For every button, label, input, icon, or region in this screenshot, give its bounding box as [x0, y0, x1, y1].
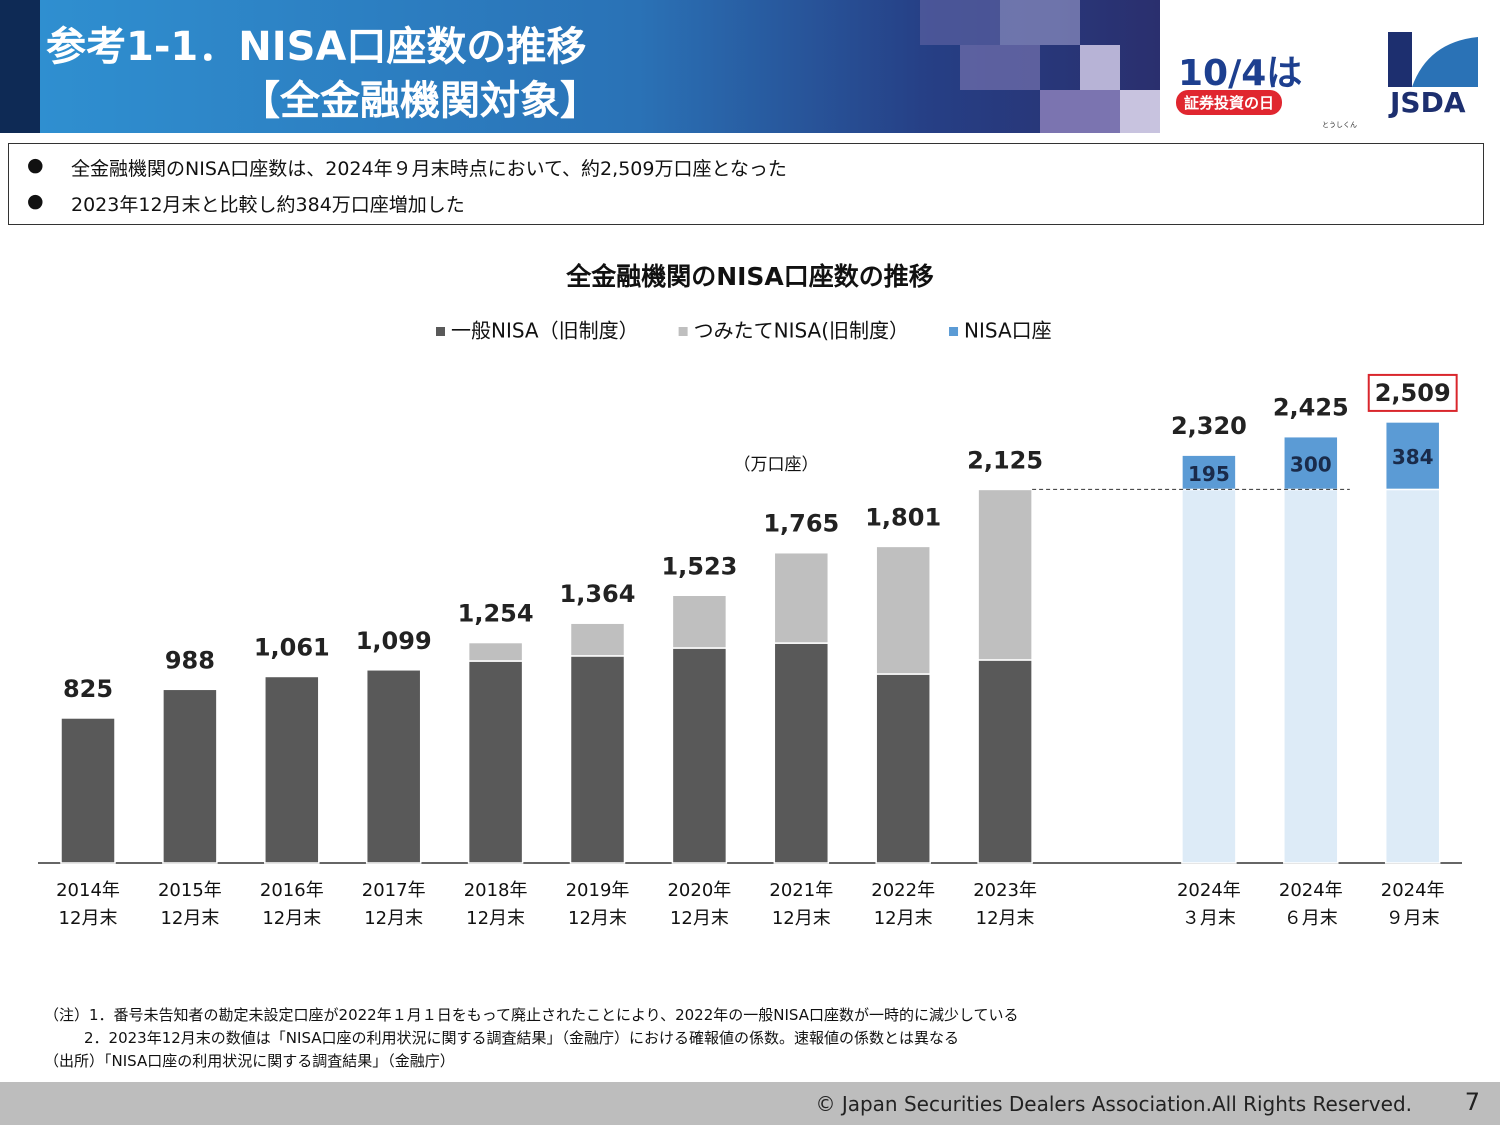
summary-box: 全金融機関のNISA口座数は、2024年９月末時点において、約2,509万口座と…: [8, 143, 1484, 225]
bar-segment: [1283, 488, 1339, 864]
copyright: © Japan Securities Dealers Association.A…: [815, 1092, 1412, 1116]
bar-segment: [875, 545, 931, 675]
jsda-logo: JSDA: [1390, 86, 1466, 119]
total-label: 825: [63, 675, 113, 703]
x-tick-label: 12月末: [670, 908, 729, 929]
total-label: 988: [165, 646, 215, 674]
total-label: 1,765: [763, 510, 839, 538]
bar-segment: [162, 688, 218, 864]
total-label: 1,364: [560, 580, 636, 608]
logo-date: 10/4は: [1178, 53, 1303, 94]
total-label: 1,801: [865, 503, 941, 531]
bar-segment: [1181, 488, 1237, 864]
legend-swatch: [949, 327, 959, 336]
bullet-text: 全金融機関のNISA口座数は、2024年９月末時点において、約2,509万口座と…: [71, 158, 787, 180]
segment-label: 300: [1290, 453, 1332, 477]
x-tick-label: ９月末: [1386, 908, 1440, 929]
bullet-text: 2023年12月末と比較し約384万口座増加した: [71, 194, 465, 216]
x-tick-label: 12月末: [262, 908, 321, 929]
title-line: 【全金融機関対象】: [240, 78, 600, 124]
x-tick-label: 2019年: [566, 880, 630, 901]
legend-swatch: [436, 327, 445, 336]
chart: 全金融機関のNISA口座数の推移 （万口座） 一般NISA（旧制度） つみたてNI…: [38, 262, 1462, 929]
legend-label: NISA口座: [964, 319, 1052, 343]
title-line: 参考1-1．NISA口座数の推移: [46, 24, 587, 70]
jsda-mark: [1388, 32, 1478, 87]
total-label: 2,509: [1375, 379, 1451, 407]
x-tick-label: 12月末: [976, 908, 1035, 929]
bullet: 全金融機関のNISA口座数は、2024年９月末時点において、約2,509万口座と…: [27, 154, 787, 181]
total-label: 2,125: [967, 446, 1043, 474]
note: （出所）「NISA口座の利用状況に関する調査結果」（金融庁）: [44, 1052, 455, 1070]
bar-segment: [467, 660, 524, 864]
x-tick-label: 2024年: [1177, 880, 1241, 901]
segment-label: 384: [1392, 445, 1434, 469]
x-tick-label: 12月末: [160, 908, 219, 929]
unit-label: （万口座）: [734, 455, 819, 475]
total-label: 2,425: [1273, 394, 1349, 422]
x-tick-label: 12月末: [874, 908, 933, 929]
x-tick-label: 2024年: [1279, 880, 1343, 901]
bar-segment: [264, 675, 320, 864]
legend-swatch: [678, 327, 688, 336]
total-label: 1,061: [254, 633, 330, 661]
x-tick-label: 2015年: [158, 880, 222, 901]
x-tick-label: 2024年: [1381, 880, 1445, 901]
x-tick-label: 2014年: [56, 880, 120, 901]
x-tick-label: 12月末: [466, 908, 525, 929]
bullet: 2023年12月末と比較し約384万口座増加した: [27, 190, 465, 217]
legend-label: つみたてNISA(旧制度）: [694, 319, 909, 343]
x-tick-label: 2021年: [769, 880, 833, 901]
x-tick-label: 2020年: [667, 880, 731, 901]
bar-segment: [1283, 435, 1339, 491]
x-tick-label: 12月末: [772, 908, 831, 929]
bar-segment: [569, 655, 626, 864]
total-label: 1,254: [458, 600, 534, 628]
page-number: 7: [1464, 1088, 1480, 1116]
bar-segment: [977, 488, 1033, 661]
bar-segment: [467, 641, 524, 662]
bar-segment: [1384, 421, 1441, 491]
x-tick-label: 2023年: [973, 880, 1037, 901]
x-tick-label: 2016年: [260, 880, 324, 901]
x-tick-label: 2022年: [871, 880, 935, 901]
header-band: [0, 0, 1160, 133]
chart-title: 全金融機関のNISA口座数の推移: [565, 262, 934, 291]
note: 2．2023年12月末の数値は「NISA口座の利用状況に関する調査結果」（金融庁…: [84, 1029, 960, 1047]
x-tick-label: 12月末: [59, 908, 118, 929]
bar-segment: [773, 642, 830, 864]
x-tick-label: 12月末: [568, 908, 627, 929]
bar-segment: [875, 673, 931, 864]
footer: © Japan Securities Dealers Association.A…: [0, 1082, 1500, 1125]
total-label: 1,523: [661, 552, 737, 580]
total-label: 2,320: [1171, 412, 1247, 440]
bar-segment: [671, 647, 728, 864]
x-tick-label: 2018年: [464, 880, 528, 901]
bar-segment: [60, 717, 116, 864]
total-label: 1,099: [356, 627, 432, 655]
note: （注）1．番号未告知者の勘定未設定口座が2022年１月１日をもって廃止されたこと…: [44, 1006, 1019, 1024]
bar-segment: [671, 594, 728, 649]
bar-segment: [569, 622, 626, 657]
highlight-box: [1367, 373, 1458, 412]
bar-segment: [365, 669, 422, 864]
legend-label: 一般NISA（旧制度）: [451, 319, 639, 343]
bar-segment: [977, 659, 1033, 864]
x-tick-label: ３月末: [1182, 908, 1236, 929]
x-tick-label: 2017年: [362, 880, 426, 901]
mascot-name: とうしくん: [1322, 121, 1357, 129]
bar-segment: [773, 551, 830, 644]
logo-caption: 証券投資の日: [1176, 90, 1283, 115]
bar-segment: [1384, 488, 1441, 864]
x-tick-label: ６月末: [1284, 908, 1338, 929]
segment-label: 195: [1188, 462, 1230, 486]
x-tick-label: 12月末: [364, 908, 423, 929]
